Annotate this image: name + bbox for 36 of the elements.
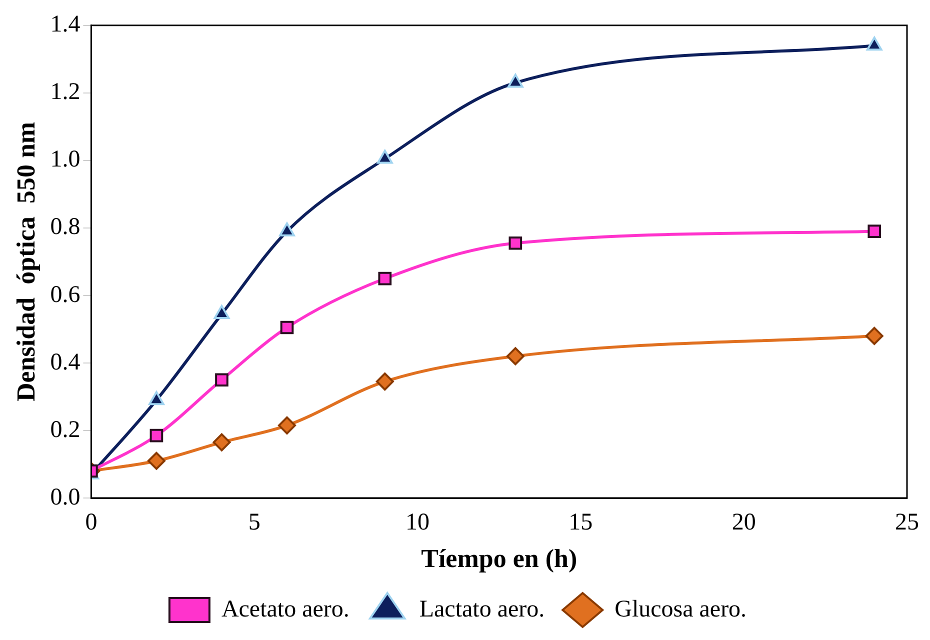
point <box>507 74 524 88</box>
x-tick-label: 0 <box>85 510 98 536</box>
x-tick-label: 5 <box>248 510 260 536</box>
point <box>376 150 393 164</box>
y-tick-label: 0.6 <box>50 282 80 308</box>
x-tick-label: 10 <box>406 510 430 536</box>
point <box>212 433 231 452</box>
point <box>508 236 522 250</box>
legend-label: Acetato aero. <box>221 596 350 622</box>
point <box>376 372 394 391</box>
y-tick-label: 0.2 <box>50 416 80 443</box>
legend-label: Lactato aero. <box>419 596 545 622</box>
y-axis-title: Densidad óptica 550 nm <box>11 122 40 402</box>
point <box>215 373 228 387</box>
point <box>868 224 882 238</box>
y-tick-label: 1.4 <box>50 12 80 38</box>
legend-label: Glucosa aero. <box>614 596 747 622</box>
point <box>150 428 164 442</box>
point <box>378 272 392 286</box>
x-tick-label: 25 <box>895 510 919 536</box>
x-axis-title: Tíempo en (h) <box>421 544 578 574</box>
y-tick-label: 0.4 <box>50 349 80 376</box>
y-tick-label: 1.2 <box>50 79 80 106</box>
point <box>506 347 524 366</box>
y-tick-label: 0.8 <box>50 214 80 240</box>
point <box>214 305 230 320</box>
point <box>866 36 882 51</box>
point <box>278 416 296 434</box>
point <box>279 222 295 236</box>
y-tick-label: 1.0 <box>50 146 80 173</box>
y-tick-label: 0.0 <box>50 484 80 510</box>
x-tick-label: 20 <box>732 510 756 536</box>
x-tick-label: 15 <box>568 510 593 536</box>
point <box>147 452 166 470</box>
point <box>865 326 884 345</box>
point <box>280 320 294 334</box>
